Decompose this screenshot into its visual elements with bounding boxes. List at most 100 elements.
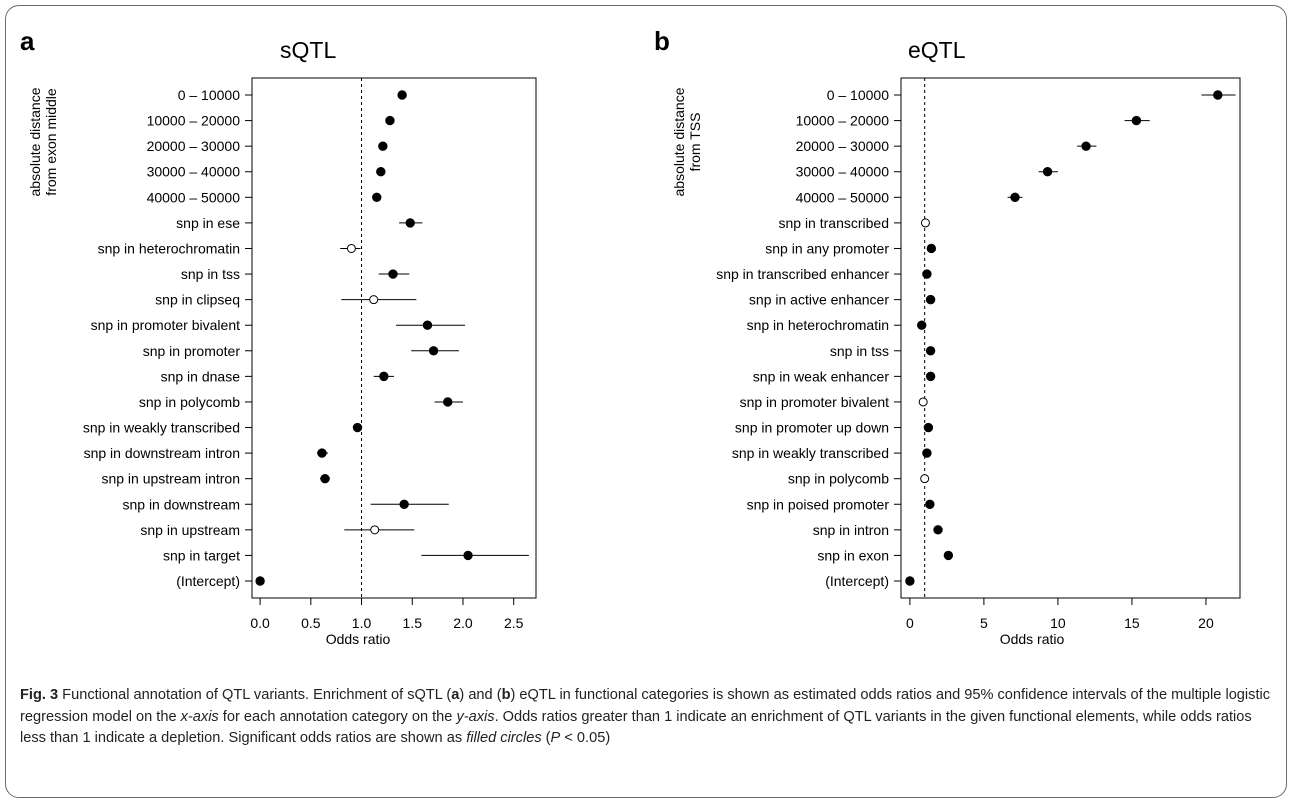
panel-a-point-significant — [255, 576, 265, 586]
panel-a-title: sQTL — [280, 37, 336, 63]
panel-a-y-axis-label-line-2: from exon middle — [43, 88, 59, 196]
panel-a-x-axis-label: Odds ratio — [326, 631, 391, 647]
panel-a-category-label: snp in weakly transcribed — [83, 420, 240, 436]
panel-b-x-tick-label: 5 — [980, 615, 988, 631]
panel-b-point-significant — [1010, 192, 1020, 203]
panel-a-x-tick-label: 0.0 — [250, 615, 270, 631]
caption-y-axis: y-axis — [456, 708, 495, 725]
panel-b-category-label: snp in heterochromatin — [747, 317, 889, 333]
panel-b-category-label: snp in polycomb — [788, 471, 889, 487]
panel-b-point-significant — [922, 269, 932, 279]
caption-text-4: for each annotation category on the — [218, 708, 457, 725]
panel-a-category-label: snp in target — [163, 547, 240, 563]
panel-b-category-label: (Intercept) — [825, 573, 889, 589]
panel-b-category-label: snp in promoter bivalent — [740, 394, 890, 410]
panel-a-category-label: 20000 – 30000 — [147, 138, 241, 154]
panel-b-x-tick-label: 10 — [1050, 615, 1066, 631]
panel-b-category-label: snp in weakly transcribed — [732, 445, 889, 461]
caption-text-7: < 0.05) — [560, 730, 611, 746]
panel-b-category-label: snp in promoter up down — [735, 420, 889, 436]
caption-text-3: ) eQTL in functional categories is shown… — [20, 687, 1271, 725]
panel-b-category-label: snp in intron — [813, 522, 889, 538]
panel-b-point-nonsignificant — [920, 474, 930, 484]
panel-b-category-label: snp in weak enhancer — [753, 368, 890, 384]
panel-b-point-significant — [905, 576, 915, 586]
panel-a-category-label: 0 – 10000 — [178, 87, 240, 103]
panel-a-category-label: snp in promoter — [143, 343, 241, 359]
panel-b-plot-border — [900, 77, 1241, 599]
panel-a-category-label: snp in tss — [181, 266, 240, 282]
panel-a-category-label: snp in downstream — [122, 496, 240, 512]
figure-caption: Fig. 3 Functional annotation of QTL vari… — [20, 685, 1275, 750]
panel-a-point-nonsignificant — [346, 243, 356, 253]
panel-b-point-nonsignificant — [920, 218, 930, 228]
panel-a-point-nonsignificant — [369, 295, 379, 305]
panel-a-category-label: 30000 – 40000 — [147, 164, 241, 180]
caption-title: Functional annotation of QTL variants. — [62, 687, 310, 703]
panel-b-category-label: 10000 – 20000 — [796, 113, 890, 129]
panel-b-category-label: 0 – 10000 — [827, 87, 889, 103]
caption-text-5: . Odds ratios greater than 1 indicate an… — [20, 708, 1252, 747]
panel-a-category-label: 10000 – 20000 — [147, 113, 241, 129]
panel-a-category-label: snp in dnase — [161, 368, 241, 384]
panel-a-point-significant — [352, 422, 363, 433]
panel-b-y-axis-label: absolute distance from TSS — [671, 87, 703, 196]
panel-b-category-label: 30000 – 40000 — [796, 164, 890, 180]
panel-b-point-significant — [1042, 167, 1053, 177]
panel-b-letter: b — [654, 26, 670, 56]
figure-panels: a sQTL Odds ratio absolute distance from… — [20, 26, 1241, 647]
panel-b-title: eQTL — [908, 37, 966, 63]
panel-a-category-label: 40000 – 50000 — [147, 189, 241, 205]
panel-a-category-label: snp in clipseq — [155, 292, 240, 308]
caption-text-2: ) and ( — [459, 687, 502, 703]
panel-a-category-label: snp in polycomb — [139, 394, 240, 410]
panel-a-point-significant — [385, 115, 395, 126]
panel-a-y-axis-label: absolute distance from exon middle — [27, 87, 59, 196]
panel-a-point-significant — [320, 473, 330, 484]
panel-b-y-axis-label-line-2: from TSS — [687, 113, 703, 172]
panel-a-point-significant — [397, 90, 407, 100]
caption-x-axis: x-axis — [180, 708, 219, 725]
panel-b-point-significant — [1131, 115, 1142, 126]
caption-filled-circles: filled circles — [466, 730, 542, 746]
panel-b-plot: 0 5 10 15 20 0 – 10000 10000 – 20000 20000 – 30… — [716, 77, 1241, 631]
panel-b-point-nonsignificant — [918, 397, 928, 407]
caption-label: Fig. 3 — [20, 687, 59, 703]
panel-b-category-label: 20000 – 30000 — [796, 138, 890, 154]
panel-b-point-significant — [925, 294, 936, 305]
panel-a-y-axis-label-line-1: absolute distance — [27, 87, 43, 196]
panel-a-point-significant — [372, 192, 382, 203]
panel-a-category-label: snp in downstream intron — [84, 445, 240, 461]
panel-a-category-label: (Intercept) — [176, 573, 240, 589]
panel-b-category-label: 40000 – 50000 — [796, 189, 890, 205]
panel-a-category-label: snp in ese — [176, 215, 240, 231]
caption-text-6: ( — [541, 730, 551, 746]
panel-a-point-significant — [388, 269, 398, 279]
panel-b-x-axis-label: Odds ratio — [1000, 631, 1065, 647]
panel-a-point-significant — [399, 499, 409, 509]
caption-a: a — [451, 687, 460, 703]
panel-a-x-tick-label: 0.5 — [301, 615, 321, 631]
panel-b-x-tick-label: 20 — [1198, 615, 1214, 631]
caption-text-1: Enrichment of sQTL ( — [313, 687, 452, 703]
caption-b: b — [501, 687, 511, 703]
panel-a-point-significant — [317, 448, 327, 458]
panel-b-point-significant — [943, 550, 954, 561]
panel-b-point-significant — [925, 499, 935, 509]
panel-b-category-label: snp in poised promoter — [747, 496, 890, 512]
panel-a-point-significant — [463, 550, 473, 561]
panel-b-category-label: snp in exon — [817, 547, 889, 563]
caption-p: P — [550, 730, 561, 746]
panel-a-point-significant — [443, 397, 453, 407]
panel-a-category-label: snp in upstream — [140, 522, 240, 538]
panel-a-category-label: snp in upstream intron — [101, 471, 240, 487]
panel-a-point-significant — [405, 218, 415, 228]
panel-b-x-tick-label: 15 — [1124, 615, 1140, 631]
panel-b-point-significant — [922, 448, 932, 458]
panel-a-point-significant — [379, 371, 389, 382]
panel-a: a sQTL Odds ratio absolute distance from… — [20, 26, 537, 647]
panel-a-category-label: snp in promoter bivalent — [91, 317, 241, 333]
panel-a-x-tick-label: 2.0 — [453, 615, 473, 631]
panel-a-plot: 0.0 0.5 1.0 1.5 2.0 2.5 0 – 10000 10000 – 20000… — [83, 77, 537, 631]
panel-a-category-label: snp in heterochromatin — [98, 240, 240, 256]
